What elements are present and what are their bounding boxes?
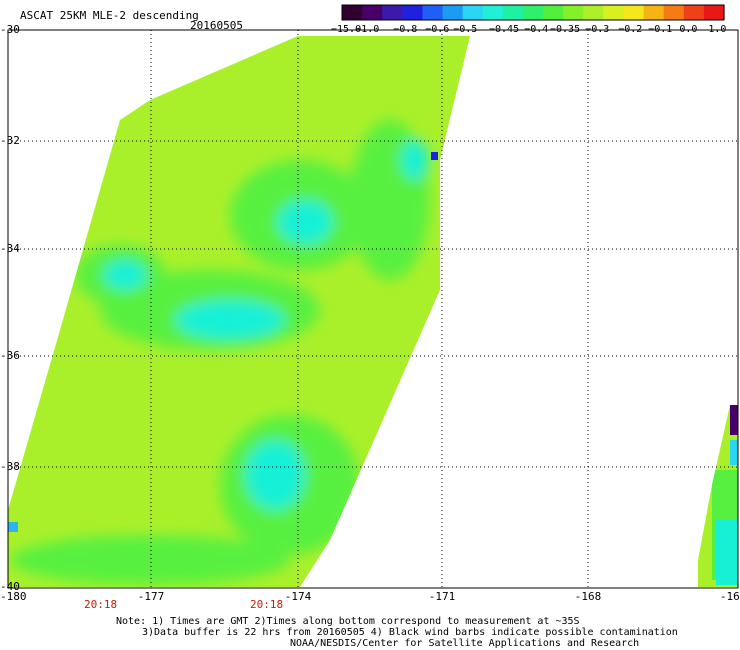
colorbar-tick-label: −1.0	[355, 24, 380, 35]
colorbar-swatch	[462, 5, 484, 20]
note-line-1: Note: 1) Times are GMT 2)Times along bot…	[116, 616, 580, 627]
colorbar-swatch	[382, 5, 403, 20]
map-date: 20160505	[190, 19, 243, 32]
colorbar-tick-label: −0.35	[550, 24, 581, 35]
swath-right-cyan	[716, 520, 738, 585]
colorbar-tick-label: −0.6	[425, 24, 450, 35]
longitude-label: -16	[719, 590, 740, 603]
time-label-2: 20:18	[250, 598, 284, 611]
colorbar-swatch	[543, 5, 564, 20]
map-title: ASCAT 25KM MLE-2 descending	[20, 9, 199, 22]
swath-cyan-pixel	[8, 522, 18, 532]
colorbar-tick-label: −0.4	[524, 24, 549, 35]
longitude-label: -180	[0, 590, 27, 603]
colorbar-tick-label: −0.45	[489, 24, 520, 35]
swath-right-dark	[730, 405, 738, 435]
map-frame	[7, 29, 739, 589]
colorbar-tick-label: 0.0	[679, 24, 698, 35]
colorbar-swatch	[583, 5, 604, 20]
swath-right-blue	[730, 440, 738, 465]
colorbar-swatch	[563, 5, 584, 20]
colorbar-tick-label: 1.0	[708, 24, 727, 35]
colorbar-swatch	[643, 5, 665, 20]
latitude-label: -40	[0, 580, 20, 593]
colorbar-tick-label: −0.5	[453, 24, 478, 35]
colorbar-swatch	[502, 5, 524, 20]
latitude-label: -36	[0, 349, 20, 362]
latitude-label: -32	[0, 134, 20, 147]
swath-right	[698, 405, 738, 587]
colorbar	[341, 4, 725, 21]
longitude-label: -177	[137, 590, 165, 603]
latitude-label: -30	[0, 23, 20, 36]
colorbar-tick-label: −0.2	[618, 24, 643, 35]
colorbar-swatch	[603, 5, 625, 20]
map-grid	[8, 30, 738, 588]
swath-wind-patches	[10, 120, 430, 585]
longitude-label: -171	[428, 590, 456, 603]
colorbar-swatch	[442, 5, 464, 20]
colorbar-swatch	[422, 5, 444, 20]
colorbar-swatch	[663, 5, 685, 20]
colorbar-swatch	[342, 5, 363, 20]
latitude-label: -34	[0, 242, 20, 255]
colorbar-swatch	[703, 5, 725, 20]
colorbar-tick-label: −0.3	[585, 24, 610, 35]
colorbar-tick-label: −15.0	[331, 24, 362, 35]
longitude-label: -174	[284, 590, 312, 603]
latitude-label: -38	[0, 460, 20, 473]
colorbar-swatch	[402, 5, 424, 20]
note-line-3: NOAA/NESDIS/Center for Satellite Applica…	[290, 638, 640, 649]
colorbar-swatch	[522, 5, 544, 20]
colorbar-tick-label: −0.1	[648, 24, 673, 35]
longitude-label: -168	[574, 590, 602, 603]
colorbar-swatch	[683, 5, 705, 20]
colorbar-swatch	[362, 5, 383, 20]
colorbar-tick-label: −0.8	[393, 24, 418, 35]
colorbar-swatch	[482, 5, 504, 20]
note-line-2: 3)Data buffer is 22 hrs from 20160505 4)…	[142, 627, 678, 638]
colorbar-border	[341, 4, 725, 21]
time-label-1: 20:18	[84, 598, 118, 611]
swath-dark-pixel	[431, 152, 438, 160]
colorbar-swatch	[623, 5, 645, 20]
swath-main	[8, 36, 470, 587]
